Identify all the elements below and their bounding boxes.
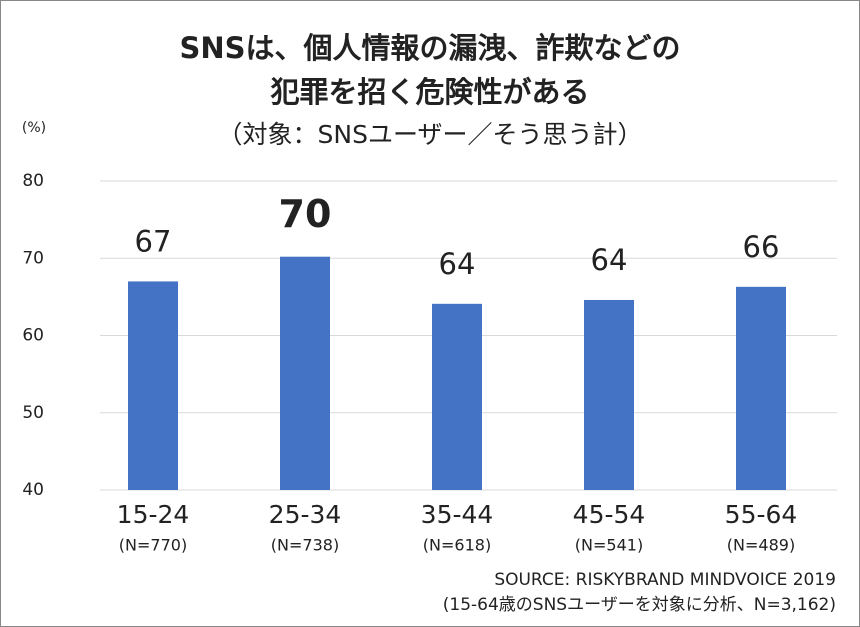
- chart-title: SNSは、個人情報の漏洩、詐欺などの: [179, 31, 680, 65]
- value-label: 64: [591, 243, 628, 277]
- value-label: 64: [439, 247, 476, 281]
- bar: [128, 281, 178, 490]
- sample-size: (N=738): [271, 536, 339, 555]
- value-label: 66: [743, 230, 780, 264]
- y-tick-label: 50: [22, 403, 44, 423]
- source: SOURCE: RISKYBRAND MINDVOICE 2019: [494, 570, 836, 590]
- chart-title: 犯罪を招く危険性がある: [270, 75, 589, 109]
- source: (15-64歳のSNSユーザーを対象に分析、N=3,162): [443, 595, 836, 615]
- sample-size: (N=618): [423, 536, 491, 555]
- y-tick-label: 80: [22, 171, 44, 191]
- y-tick-label: 40: [22, 480, 44, 500]
- sample-size: (N=489): [727, 536, 795, 555]
- bar: [584, 299, 634, 490]
- sample-size: (N=770): [119, 536, 187, 555]
- y-tick-label: 70: [22, 248, 44, 268]
- bar: [736, 286, 786, 490]
- y-tick-label: 60: [22, 326, 44, 346]
- x-tick-label: 45-54: [573, 500, 646, 529]
- bar: [432, 303, 482, 490]
- value-label: 67: [135, 224, 172, 258]
- y-unit: (%): [22, 120, 46, 136]
- value-label: 70: [279, 192, 332, 236]
- chart-subtitle: （対象：SNSユーザー／そう思う計）: [218, 120, 643, 149]
- x-tick-label: 25-34: [269, 500, 342, 529]
- bar: [280, 256, 330, 490]
- sample-size: (N=541): [575, 536, 643, 555]
- x-tick-label: 35-44: [421, 500, 494, 529]
- x-tick-label: 15-24: [117, 500, 190, 529]
- x-tick-label: 55-64: [725, 500, 798, 529]
